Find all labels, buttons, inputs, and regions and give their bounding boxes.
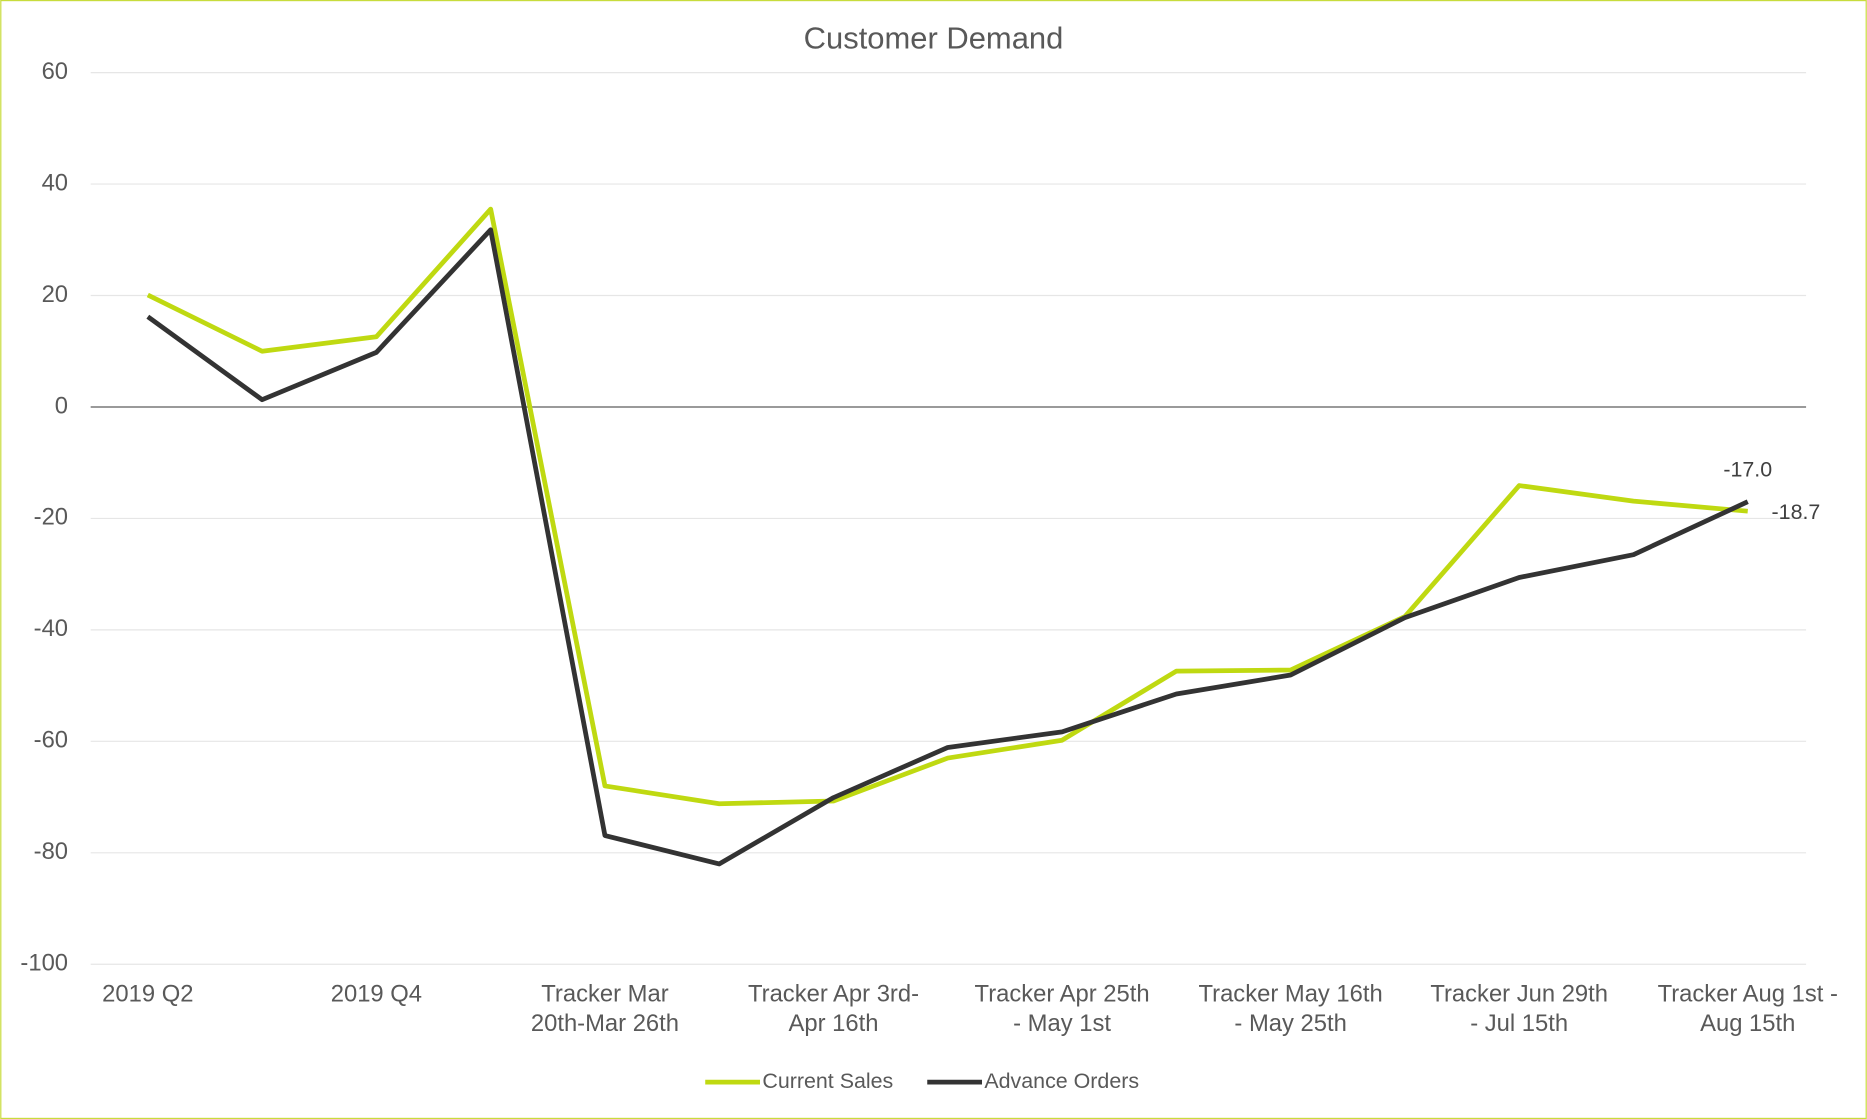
x-tick-label: 2019 Q2	[102, 980, 193, 1007]
data-label: -18.7	[1772, 500, 1821, 524]
x-tick-label: - May 1st	[1013, 1010, 1111, 1037]
y-tick-label: -100	[20, 950, 68, 977]
x-tick-label: Apr 16th	[789, 1010, 879, 1037]
series-line	[146, 206, 1748, 807]
y-tick-label: -80	[34, 838, 68, 865]
y-tick-label: 60	[42, 58, 68, 85]
x-tick-label: - Jul 15th	[1470, 1010, 1568, 1037]
x-tick-label: 2019 Q4	[331, 980, 422, 1007]
legend-label: Advance Orders	[984, 1069, 1139, 1093]
y-tick-label: 0	[55, 392, 68, 419]
x-tick-label: Tracker Mar	[541, 980, 668, 1007]
legend-label: Current Sales	[762, 1069, 893, 1093]
x-tick-label: - May 25th	[1234, 1010, 1346, 1037]
y-tick-label: -40	[34, 615, 68, 642]
x-tick-label: Tracker Jun 29th	[1430, 980, 1608, 1007]
y-tick-label: 20	[42, 281, 68, 308]
x-tick-label: Tracker May 16th	[1198, 980, 1382, 1007]
data-label: -17.0	[1723, 457, 1772, 481]
chart-title: Customer Demand	[804, 21, 1064, 56]
y-tick-label: -20	[34, 504, 68, 531]
x-tick-label: 20th-Mar 26th	[531, 1010, 679, 1037]
series-line	[146, 227, 1749, 867]
x-tick-label: Aug 15th	[1700, 1010, 1795, 1037]
y-tick-label: 40	[42, 169, 68, 196]
x-tick-label: Tracker Aug 1st -	[1658, 980, 1838, 1007]
x-tick-label: Tracker Apr 25th	[975, 980, 1150, 1007]
x-tick-label: Tracker Apr 3rd-	[748, 980, 919, 1007]
y-tick-label: -60	[34, 727, 68, 754]
